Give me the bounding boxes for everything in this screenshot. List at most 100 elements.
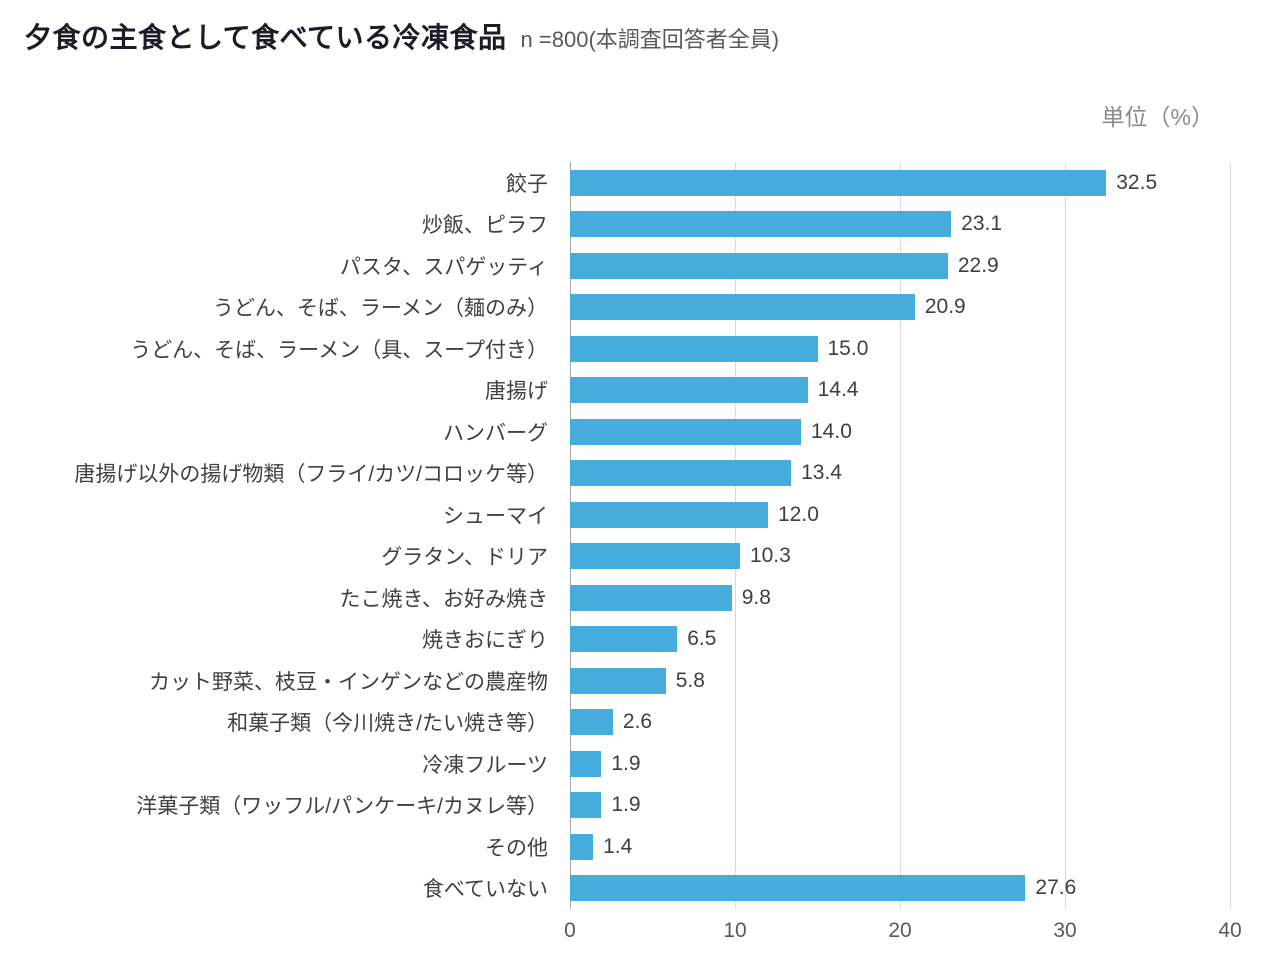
chart-row: その他 1.4 bbox=[0, 826, 1230, 868]
category-label: たこ焼き、お好み焼き bbox=[339, 587, 548, 611]
category-label: うどん、そば、ラーメン（具、スープ付き） bbox=[130, 338, 548, 362]
category-label: グラタン、ドリア bbox=[381, 546, 548, 570]
bar-area: 14.4 bbox=[570, 377, 1230, 404]
bar-area: 5.8 bbox=[570, 667, 1230, 694]
chart-row: 洋菓子類（ワッフル/パンケーキ/カヌレ等） 1.9 bbox=[0, 785, 1230, 827]
value-label: 9.8 bbox=[741, 585, 771, 609]
chart-row: たこ焼き、お好み焼き 9.8 bbox=[0, 577, 1230, 619]
bar-area: 1.4 bbox=[570, 833, 1230, 860]
bar bbox=[570, 626, 678, 653]
category-label: ハンバーグ bbox=[443, 421, 548, 445]
value-label: 6.5 bbox=[687, 627, 717, 651]
value-label: 15.0 bbox=[827, 336, 869, 360]
chart-header: 夕食の主食として食べている冷凍食品 n =800(本調査回答者全員) bbox=[0, 0, 1280, 56]
bar bbox=[570, 875, 1026, 902]
x-tick-label: 10 bbox=[723, 919, 747, 942]
chart-row: 冷凍フルーツ 1.9 bbox=[0, 743, 1230, 785]
bar-area: 23.1 bbox=[570, 211, 1230, 238]
chart-row: グラタン、ドリア 10.3 bbox=[0, 536, 1230, 578]
bar bbox=[570, 169, 1107, 196]
bar-area: 6.5 bbox=[570, 626, 1230, 653]
bar-area: 10.3 bbox=[570, 543, 1230, 570]
category-label: その他 bbox=[485, 836, 548, 860]
value-label: 27.6 bbox=[1035, 876, 1077, 900]
chart-row: 唐揚げ以外の揚げ物類（フライ/カツ/コロッケ等） 13.4 bbox=[0, 453, 1230, 495]
chart-rows: 餃子 32.5 炒飯、ピラフ 23.1 パスタ、スパゲッティ 22.9 うどん、そば、ラーメ… bbox=[0, 162, 1230, 909]
value-label: 12.0 bbox=[778, 502, 819, 526]
bar bbox=[570, 709, 613, 736]
chart-row: 餃子 32.5 bbox=[0, 162, 1230, 204]
category-label: 和菓子類（今川焼き/たい焼き等） bbox=[227, 712, 548, 736]
x-axis: 0 10 20 30 40 bbox=[564, 909, 1242, 949]
chart-title: 夕食の主食として食べている冷凍食品 bbox=[24, 22, 507, 53]
bar-chart: 餃子 32.5 炒飯、ピラフ 23.1 パスタ、スパゲッティ 22.9 うどん、そば、ラーメ… bbox=[0, 162, 1242, 949]
value-label: 23.1 bbox=[961, 212, 1003, 236]
bar bbox=[570, 667, 666, 694]
sample-size-note: n =800(本調査回答者全員) bbox=[520, 27, 780, 52]
bar bbox=[570, 584, 732, 611]
bar-area: 9.8 bbox=[570, 584, 1230, 611]
value-label: 1.4 bbox=[603, 834, 633, 858]
category-label: 餃子 bbox=[506, 172, 548, 196]
value-label: 14.0 bbox=[811, 419, 852, 443]
value-label: 10.3 bbox=[749, 544, 791, 568]
bar-area: 12.0 bbox=[570, 501, 1230, 528]
bar bbox=[570, 418, 801, 445]
value-label: 1.9 bbox=[611, 793, 641, 817]
chart-row: シューマイ 12.0 bbox=[0, 494, 1230, 536]
category-label: 食べていない bbox=[422, 878, 548, 902]
category-label: シューマイ bbox=[443, 504, 548, 528]
category-label: 炒飯、ピラフ bbox=[422, 214, 548, 238]
bar-area: 20.9 bbox=[570, 294, 1230, 321]
chart-row: カット野菜、枝豆・インゲンなどの農産物 5.8 bbox=[0, 660, 1230, 702]
bar bbox=[570, 294, 915, 321]
bar bbox=[570, 335, 818, 362]
bar bbox=[570, 543, 740, 570]
value-label: 22.9 bbox=[957, 253, 999, 277]
value-label: 2.6 bbox=[622, 710, 653, 734]
value-label: 13.4 bbox=[801, 461, 842, 485]
category-label: うどん、そば、ラーメン（麺のみ） bbox=[212, 297, 548, 321]
category-label: パスタ、スパゲッティ bbox=[339, 255, 548, 279]
x-tick-label: 0 bbox=[564, 919, 576, 942]
value-label: 20.9 bbox=[924, 295, 966, 319]
value-label: 32.5 bbox=[1116, 170, 1158, 194]
category-label: 唐揚げ bbox=[485, 380, 548, 404]
bar-area: 27.6 bbox=[570, 875, 1230, 902]
gridline bbox=[1230, 162, 1231, 909]
chart-row: 焼きおにぎり 6.5 bbox=[0, 619, 1230, 661]
chart-row: 炒飯、ピラフ 23.1 bbox=[0, 204, 1230, 246]
x-tick-label: 20 bbox=[888, 919, 912, 942]
x-tick-label: 40 bbox=[1218, 919, 1242, 942]
category-label: カット野菜、枝豆・インゲンなどの農産物 bbox=[149, 670, 548, 694]
value-label: 14.4 bbox=[817, 378, 859, 402]
value-label: 5.8 bbox=[675, 668, 705, 692]
value-label: 1.9 bbox=[611, 751, 641, 775]
bar-area: 1.9 bbox=[570, 750, 1230, 777]
bar bbox=[570, 833, 594, 860]
bar-area: 2.6 bbox=[570, 709, 1230, 736]
category-label: 唐揚げ以外の揚げ物類（フライ/カツ/コロッケ等） bbox=[74, 463, 548, 487]
category-label: 洋菓子類（ワッフル/パンケーキ/カヌレ等） bbox=[136, 795, 548, 819]
chart-row: ハンバーグ 14.0 bbox=[0, 411, 1230, 453]
bar bbox=[570, 211, 952, 238]
bar-area: 32.5 bbox=[570, 169, 1230, 196]
chart-row: うどん、そば、ラーメン（麺のみ） 20.9 bbox=[0, 287, 1230, 329]
category-label: 焼きおにぎり bbox=[422, 629, 548, 653]
bar bbox=[570, 252, 948, 279]
chart-row: パスタ、スパゲッティ 22.9 bbox=[0, 245, 1230, 287]
bar bbox=[570, 792, 602, 819]
bar bbox=[570, 377, 808, 404]
bar-area: 1.9 bbox=[570, 792, 1230, 819]
chart-row: 食べていない 27.6 bbox=[0, 868, 1230, 910]
x-tick-label: 30 bbox=[1053, 919, 1077, 942]
chart-row: うどん、そば、ラーメン（具、スープ付き） 15.0 bbox=[0, 328, 1230, 370]
bar-area: 13.4 bbox=[570, 460, 1230, 487]
category-label: 冷凍フルーツ bbox=[422, 753, 548, 777]
bar bbox=[570, 501, 768, 528]
unit-label: 単位（%） bbox=[1101, 104, 1214, 130]
bar bbox=[570, 750, 602, 777]
chart-row: 和菓子類（今川焼き/たい焼き等） 2.6 bbox=[0, 702, 1230, 744]
bar-area: 15.0 bbox=[570, 335, 1230, 362]
bar bbox=[570, 460, 792, 487]
